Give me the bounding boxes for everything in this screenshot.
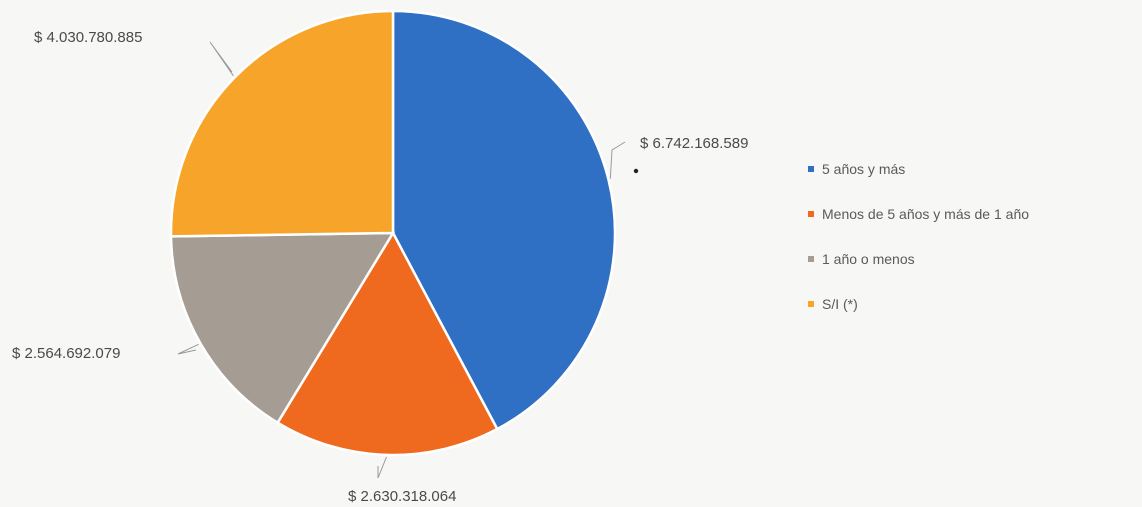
legend-swatch-4 xyxy=(808,301,814,307)
pie-slice-2 xyxy=(275,230,499,457)
pie-slices xyxy=(169,9,617,457)
data-labels: $ 6.742.168.589 $ 2.630.318.064 $ 2.564.69… xyxy=(12,29,748,505)
leader-line-1 xyxy=(609,141,626,179)
legend-label-1: 5 años y más xyxy=(822,161,905,177)
leader-lines xyxy=(177,41,626,479)
pie-slice-4 xyxy=(169,9,395,238)
legend-label-2: Menos de 5 años y más de 1 año xyxy=(822,206,1029,222)
leader-line-4 xyxy=(209,41,234,77)
legend-swatch-2 xyxy=(808,211,814,217)
legend-label-4: S/I (*) xyxy=(822,296,858,312)
data-label-3: $ 2.564.692.079 xyxy=(12,345,120,362)
leader-line-3 xyxy=(177,343,199,355)
legend-swatch-3 xyxy=(808,256,814,262)
pie-slice-1 xyxy=(391,9,617,431)
legend: 5 años y más Menos de 5 años y más de 1 a… xyxy=(808,161,1029,312)
data-label-4: $ 4.030.780.885 xyxy=(34,29,142,46)
label-marker-dot xyxy=(633,168,639,174)
legend-label-3: 1 año o menos xyxy=(822,251,915,267)
legend-swatch-1 xyxy=(808,166,814,172)
leader-line-2 xyxy=(377,456,387,479)
data-label-2: $ 2.630.318.064 xyxy=(348,488,456,505)
pie-slice-3 xyxy=(169,231,396,425)
data-label-1: $ 6.742.168.589 xyxy=(640,135,748,152)
